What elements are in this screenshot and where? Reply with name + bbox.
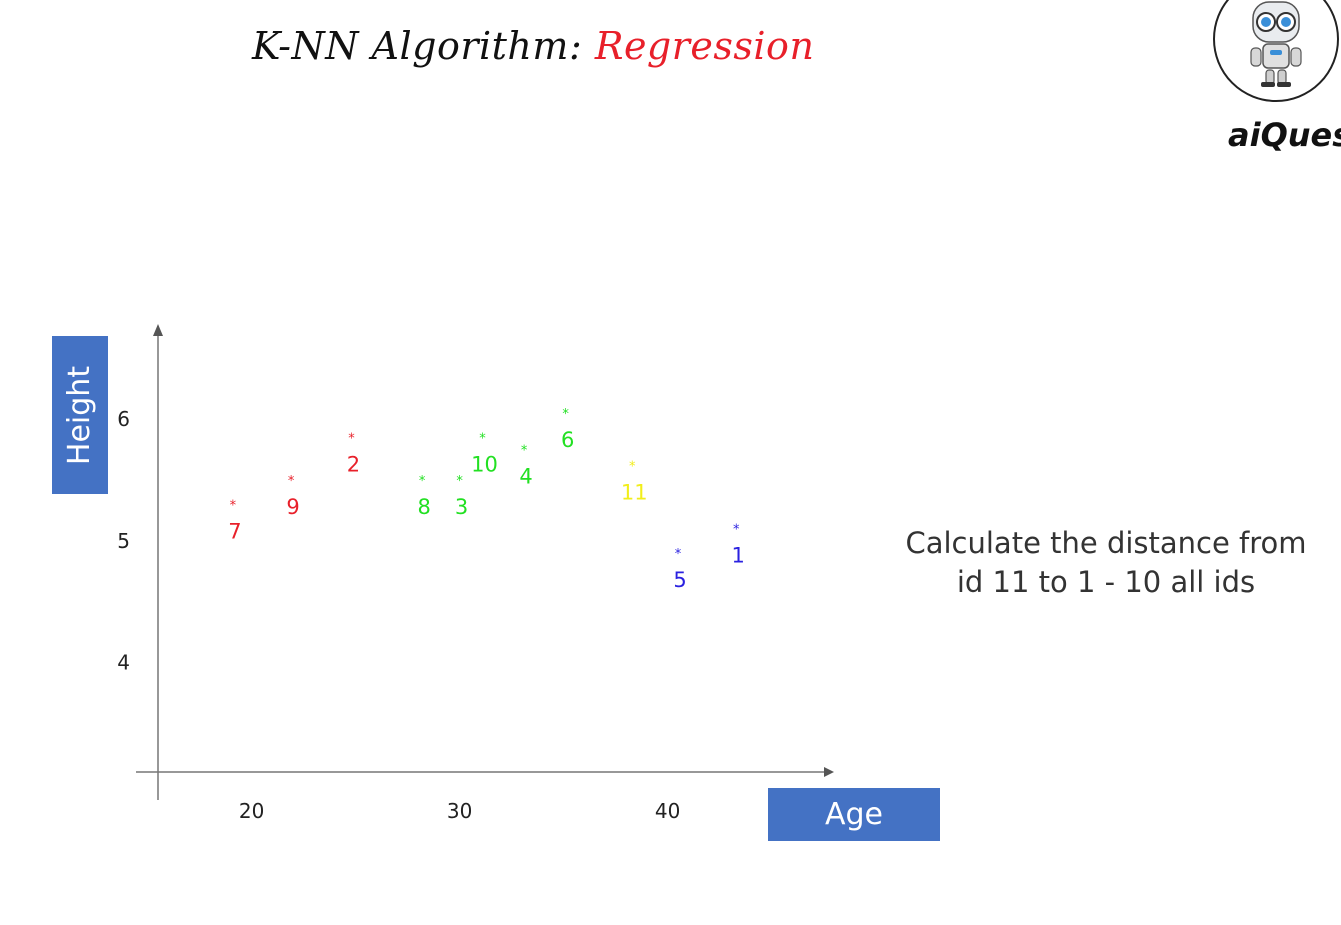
x-tick-label: 30	[447, 799, 472, 823]
note-line-2: id 11 to 1 - 10 all ids	[956, 565, 1256, 599]
data-point: *	[675, 547, 682, 562]
data-point: *	[733, 523, 740, 538]
plot-ticks: 20 30 40 4 5 6	[117, 407, 680, 823]
x-tick-label: 20	[239, 799, 264, 823]
data-point-label: 7	[228, 519, 241, 543]
y-tick-label: 6	[117, 407, 130, 431]
data-point: *	[521, 444, 528, 459]
y-axis-arrow	[153, 324, 163, 336]
data-point-label: 1	[732, 544, 745, 568]
y-tick-label: 5	[117, 529, 130, 553]
data-point: *	[456, 474, 463, 489]
plot-marks: * 1 * 2 * 3 * 4 * 5 * 6 * 7 * 8 * 9 * 10 * 11	[228, 407, 745, 592]
plot-axes	[136, 324, 834, 800]
x-axis-label-badge: Age	[768, 788, 940, 841]
data-point: *	[479, 431, 486, 446]
x-axis-arrow	[824, 767, 834, 777]
data-point: *	[562, 407, 569, 422]
logo-text: aiQues	[1228, 116, 1341, 154]
brand-logo: aiQues	[1213, 0, 1341, 180]
data-point: *	[230, 498, 237, 513]
x-axis-label: Age	[824, 797, 884, 832]
data-point-label: 4	[519, 465, 532, 489]
robot-logo-icon	[1213, 0, 1339, 102]
title-accent: Regression	[594, 24, 815, 68]
data-point-label: 11	[621, 480, 648, 504]
data-point-label: 3	[455, 495, 468, 519]
data-point-label: 5	[673, 568, 686, 592]
note-line-1: Calculate the distance from	[905, 526, 1307, 560]
data-point-label: 9	[286, 495, 299, 519]
data-point-label: 8	[417, 495, 430, 519]
title-main: K-NN Algorithm:	[252, 24, 595, 68]
data-point: *	[419, 474, 426, 489]
instruction-note: Calculate the distance from id 11 to 1 -…	[872, 524, 1340, 602]
data-point: *	[629, 459, 636, 474]
y-axis-label-badge: Height	[52, 336, 108, 494]
data-point-label: 6	[561, 428, 574, 452]
y-tick-label: 4	[117, 651, 130, 675]
data-point-label: 10	[471, 452, 498, 476]
data-point-label: 2	[347, 452, 360, 476]
x-tick-label: 40	[655, 799, 680, 823]
page-title: K-NN Algorithm: Regression	[252, 24, 814, 68]
data-point: *	[288, 474, 295, 489]
data-point: *	[348, 431, 355, 446]
